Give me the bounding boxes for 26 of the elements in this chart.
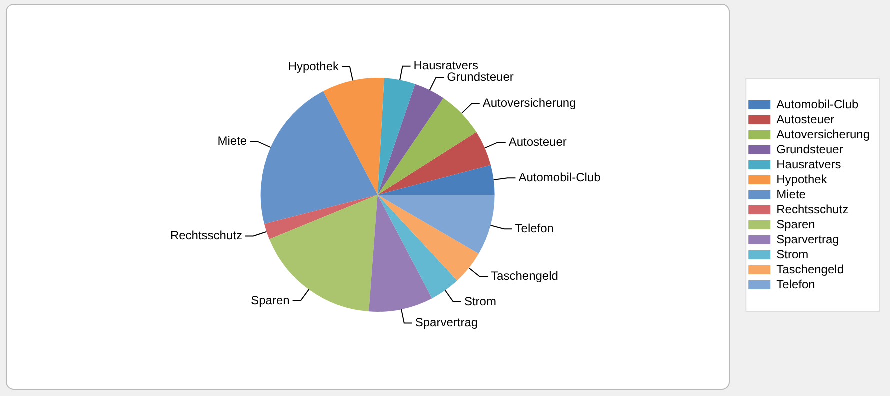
legend-label: Autosteuer <box>776 112 835 126</box>
slice-label: Strom <box>464 294 496 308</box>
legend-label: Rechtsschutz <box>776 202 849 216</box>
slice-label: Hausratvers <box>414 58 478 73</box>
slice-label: Miete <box>218 134 248 148</box>
slice-label: Hypothek <box>288 59 340 74</box>
legend-label: Autoversicherung <box>776 127 870 142</box>
legend-label: Automobil-Club <box>776 97 859 112</box>
legend-label: Sparvertrag <box>776 232 840 246</box>
slice-label: Telefon <box>515 221 554 236</box>
slice-label: Sparen <box>251 293 290 308</box>
slice-label: Taschengeld <box>491 269 558 284</box>
slice-label: Automobil-Club <box>518 170 602 184</box>
legend-label: Hypothek <box>776 172 828 186</box>
legend-label: Miete <box>776 187 806 202</box>
legend-label: Taschengeld <box>776 262 844 276</box>
slice-label: Autosteuer <box>508 134 567 149</box>
slice-label: Autoversicherung <box>482 96 576 110</box>
slice-label: Rechtsschutz <box>170 228 242 243</box>
legend-label: Grundsteuer <box>776 142 844 156</box>
legend-label: Sparen <box>776 217 816 232</box>
legend-label: Telefon <box>776 277 816 292</box>
legend-label: Strom <box>776 247 809 262</box>
slice-label: Grundsteuer <box>447 70 514 84</box>
slice-label: Sparvertrag <box>415 316 478 330</box>
legend-label: Hausratvers <box>776 157 842 172</box>
